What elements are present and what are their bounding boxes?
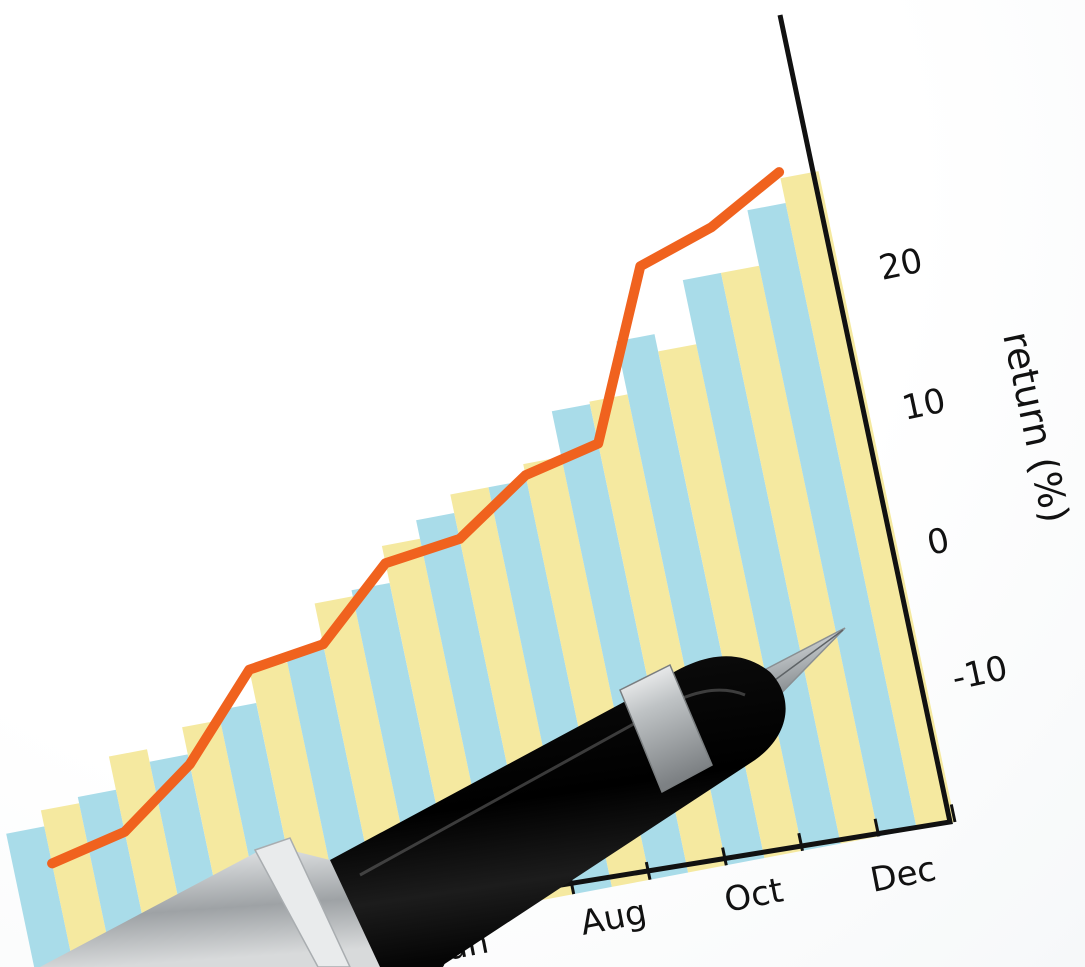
x-tick-mark — [797, 832, 804, 852]
chart-axes — [449, 14, 953, 906]
bar-blue — [6, 826, 74, 967]
bar-yellow — [721, 265, 879, 844]
x-tick-label-aug: Aug — [577, 892, 650, 944]
y-tick-label-0: 0 — [924, 520, 953, 564]
y-tick-label-10: 10 — [899, 381, 950, 429]
line-layer — [47, 167, 785, 869]
x-tick-mark — [949, 804, 957, 823]
x-tick-label-dec: Dec — [867, 849, 939, 901]
y-tick-label-20: 20 — [876, 241, 927, 289]
bar-blue — [747, 203, 917, 837]
y-axis-title: return (%) — [994, 328, 1077, 527]
pen-cap-band — [253, 837, 351, 967]
x-tick-mark — [644, 861, 652, 881]
bar-blue — [682, 272, 841, 851]
fountain-pen-icon — [40, 627, 846, 967]
axis-layer — [449, 14, 953, 906]
x-tick-mark — [721, 847, 728, 866]
pen-ring — [619, 663, 713, 794]
return-line — [47, 167, 785, 869]
bar-yellow — [40, 803, 114, 967]
y-tick-label-minus-10: -10 — [949, 648, 1012, 699]
x-tick-mark — [873, 818, 881, 837]
x-tick-label-oct: Oct — [721, 870, 786, 920]
pen-nib-slit — [774, 629, 844, 681]
bar-yellow — [780, 171, 955, 830]
